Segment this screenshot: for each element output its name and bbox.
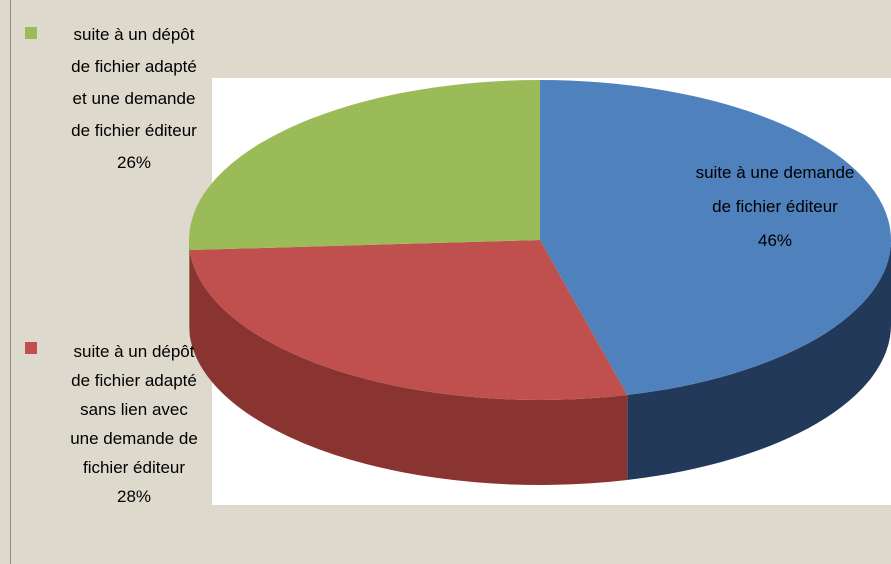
label-value: 46% [757,231,793,250]
pie-slice [188,80,540,251]
data-label: suite à un dépôt de fichier adapté et un… [70,19,198,179]
data-label: suite à une demande de fichier éditeur 46… [685,156,865,258]
pie-slice [540,80,891,395]
label-value: 26% [116,153,152,172]
label-category: suite à un dépôt de fichier adapté sans … [70,342,198,477]
pie-side [189,240,190,336]
chart-frame [10,0,891,564]
label-category: suite à une demande de fichier éditeur [695,163,855,216]
data-label: suite à un dépôt de fichier adapté sans … [70,337,198,511]
legend-key [25,342,37,354]
legend-key [25,27,37,39]
label-category: suite à un dépôt de fichier adapté et un… [71,25,197,140]
label-value: 28% [116,487,152,506]
pie-side [627,240,891,480]
pie-side [189,250,628,485]
pie-slice [189,240,628,400]
